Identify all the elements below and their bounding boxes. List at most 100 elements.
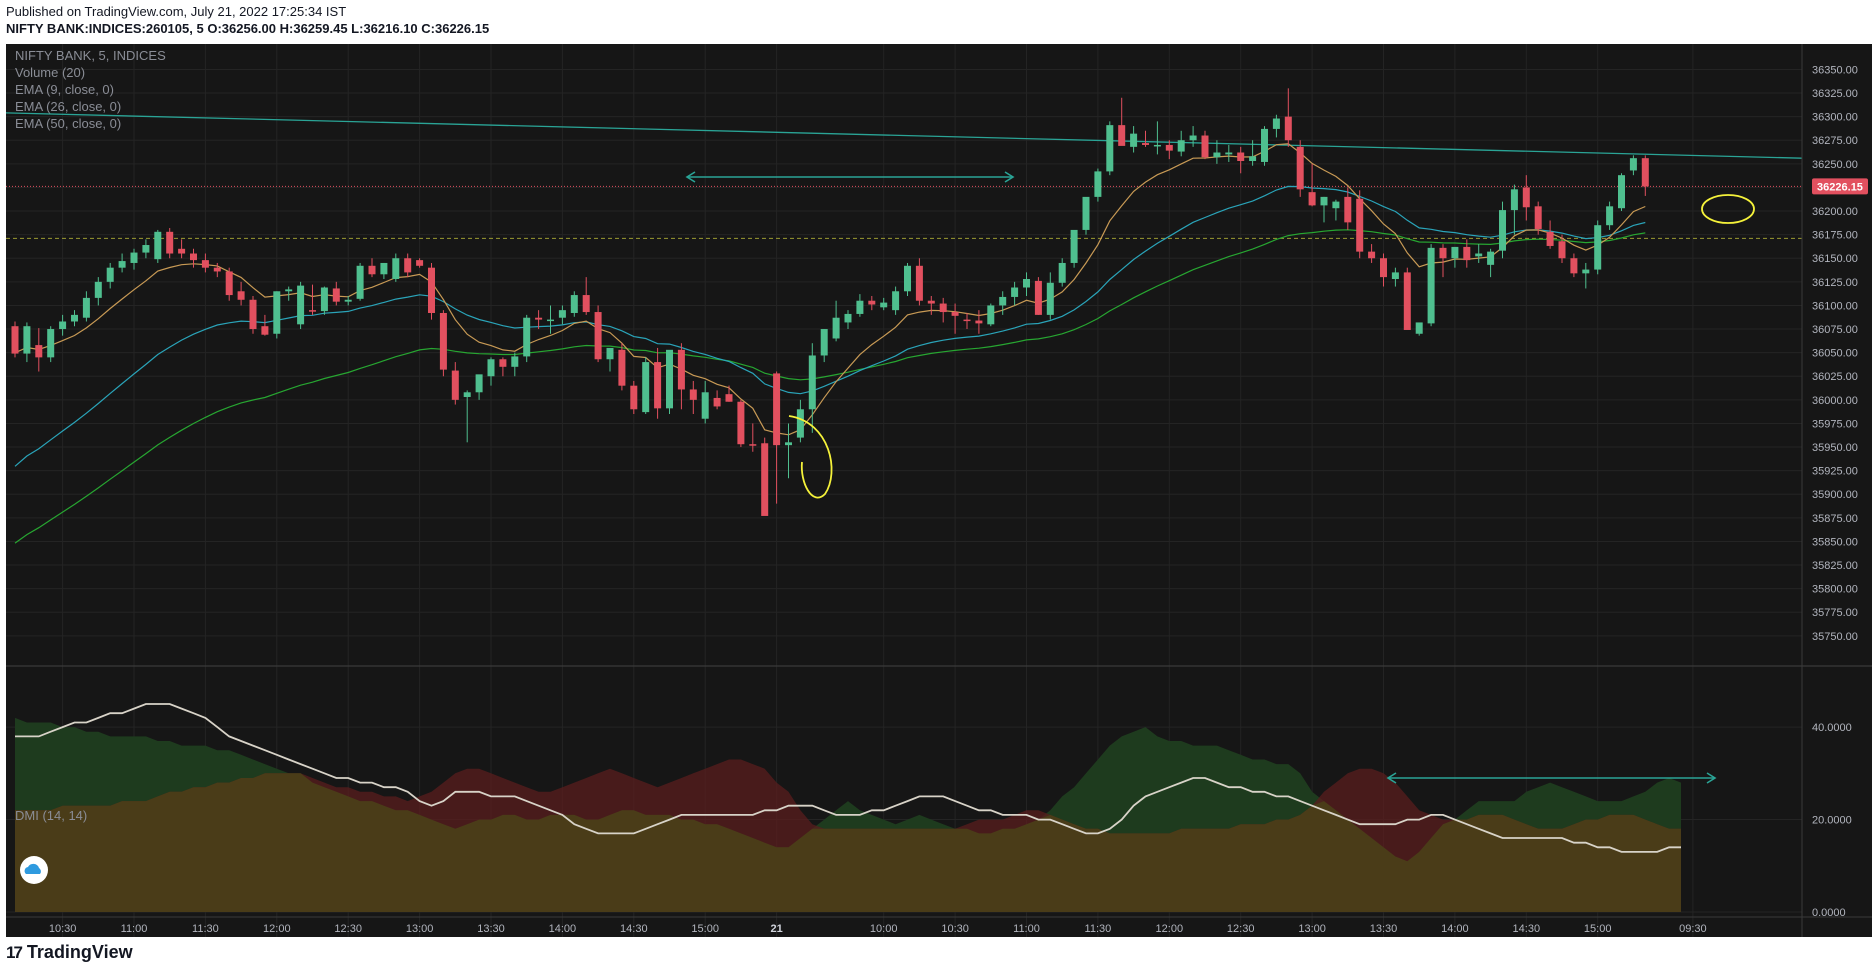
- candle-body: [142, 245, 150, 253]
- candle-body: [35, 345, 43, 358]
- candle-body: [939, 303, 947, 313]
- time-tick-label: 13:30: [1370, 923, 1398, 935]
- time-tick-label: 12:30: [334, 923, 362, 935]
- price-tick-label: 35825.00: [1812, 560, 1858, 572]
- time-tick-label: 10:30: [49, 923, 77, 935]
- candle-body: [1153, 144, 1161, 147]
- candle-body: [1094, 171, 1102, 197]
- candle-body: [927, 300, 935, 304]
- candle-body: [1546, 231, 1554, 246]
- candle-body: [1046, 282, 1054, 315]
- candle-body: [1034, 280, 1042, 315]
- candle-body: [416, 260, 424, 266]
- candle-body: [392, 258, 400, 280]
- candle-body: [1249, 156, 1257, 162]
- candle-body: [285, 289, 293, 292]
- candle-body: [1356, 198, 1364, 252]
- dmi-pane[interactable]: [15, 703, 1681, 912]
- time-tick-label: 11:00: [121, 923, 148, 935]
- time-tick-label: 21: [770, 923, 782, 935]
- candle-body: [1201, 135, 1209, 158]
- candle-body: [309, 310, 316, 312]
- candle-body: [1415, 322, 1423, 334]
- price-tick-label: 35750.00: [1812, 631, 1858, 643]
- price-tick-label: 35875.00: [1812, 513, 1858, 525]
- price-tick-label: 36250.00: [1812, 159, 1858, 171]
- candle-body: [1023, 279, 1030, 288]
- candle-body: [570, 295, 578, 313]
- price-tick-label: 36025.00: [1812, 371, 1858, 383]
- time-tick-label: 14:00: [549, 923, 577, 935]
- price-tick-label: 36050.00: [1812, 348, 1858, 360]
- price-tick-label: 36125.00: [1812, 277, 1858, 289]
- candle-body: [475, 374, 483, 393]
- candle-body: [1510, 189, 1518, 211]
- dmi-tick-label: 0.0000: [1812, 907, 1846, 919]
- time-tick-label: 14:00: [1441, 923, 1469, 935]
- annotation-circle: [1701, 194, 1755, 224]
- candle-body: [1261, 128, 1268, 162]
- candle-body: [666, 349, 673, 409]
- candle-body: [1284, 116, 1292, 141]
- candle-body: [451, 370, 459, 400]
- candle-body: [1463, 246, 1471, 261]
- candle-body: [1070, 229, 1078, 263]
- candle-body: [1629, 158, 1637, 171]
- tradingview-brand[interactable]: 17 TradingView: [6, 942, 133, 963]
- candle-body: [1618, 175, 1625, 209]
- time-tick-label: 13:00: [1298, 923, 1326, 935]
- price-tick-label: 36075.00: [1812, 324, 1858, 336]
- symbol-name: NIFTY BANK:INDICES:260105, 5: [6, 21, 204, 36]
- candle-body: [428, 267, 435, 313]
- candle-body: [761, 443, 769, 516]
- cloud-icon: [24, 863, 41, 874]
- candle-body: [1439, 247, 1447, 259]
- candle-body: [1487, 251, 1495, 265]
- candle-body: [1177, 140, 1185, 152]
- axes: 36350.00 36325.00 36300.00 36275.00 36250.00…: [6, 44, 1872, 937]
- last-price-label: 36226.15: [1817, 181, 1863, 193]
- dmi-tick-label: 20.0000: [1812, 815, 1852, 827]
- candle-body: [368, 265, 376, 275]
- price-tick-label: 36200.00: [1812, 206, 1858, 218]
- candle-body: [487, 359, 495, 377]
- candle-body: [1582, 269, 1590, 274]
- candle-body: [677, 349, 685, 390]
- price-tick-label: 35775.00: [1812, 607, 1858, 619]
- candle-body: [975, 320, 983, 324]
- ema26-line: [14, 185, 1646, 467]
- candle-body: [225, 271, 233, 296]
- price-tick-label: 36325.00: [1812, 88, 1858, 100]
- candle-body: [1499, 210, 1506, 251]
- candle-body: [130, 252, 138, 263]
- legend-dmi: DMI (14, 14): [15, 808, 87, 823]
- candle-body: [47, 329, 55, 358]
- ohlc-values: O:36256.00 H:36259.45 L:36216.10 C:36226…: [207, 21, 490, 36]
- candle-body: [832, 317, 840, 339]
- candle-body: [190, 253, 197, 261]
- chart-area[interactable]: 36350.00 36325.00 36300.00 36275.00 36250.00…: [0, 42, 1874, 940]
- candle-body: [582, 295, 590, 313]
- price-pane[interactable]: [5, 88, 1803, 784]
- dmi-tick-label: 40.0000: [1812, 722, 1852, 734]
- time-tick-label: 13:00: [406, 923, 434, 935]
- time-tick-label: 11:00: [1013, 923, 1040, 935]
- candle-body: [1225, 152, 1233, 155]
- time-tick-label: 13:30: [477, 923, 505, 935]
- candle-body: [1130, 133, 1138, 147]
- candle-body: [999, 296, 1007, 306]
- time-tick-label: 10:30: [941, 923, 969, 935]
- candle-body: [201, 260, 209, 268]
- brand-name: TradingView: [26, 942, 133, 962]
- candle-body: [178, 248, 186, 254]
- price-tick-label: 36100.00: [1812, 300, 1858, 312]
- candle-body: [1368, 251, 1376, 259]
- candle-body: [1011, 287, 1019, 297]
- candle-body: [904, 265, 911, 292]
- candle-body: [1380, 258, 1387, 278]
- candle-body: [737, 401, 745, 445]
- price-tick-label: 36350.00: [1812, 64, 1858, 76]
- candle-body: [1522, 187, 1530, 208]
- time-tick-label: 09:30: [1679, 923, 1707, 935]
- candle-body: [1213, 152, 1221, 158]
